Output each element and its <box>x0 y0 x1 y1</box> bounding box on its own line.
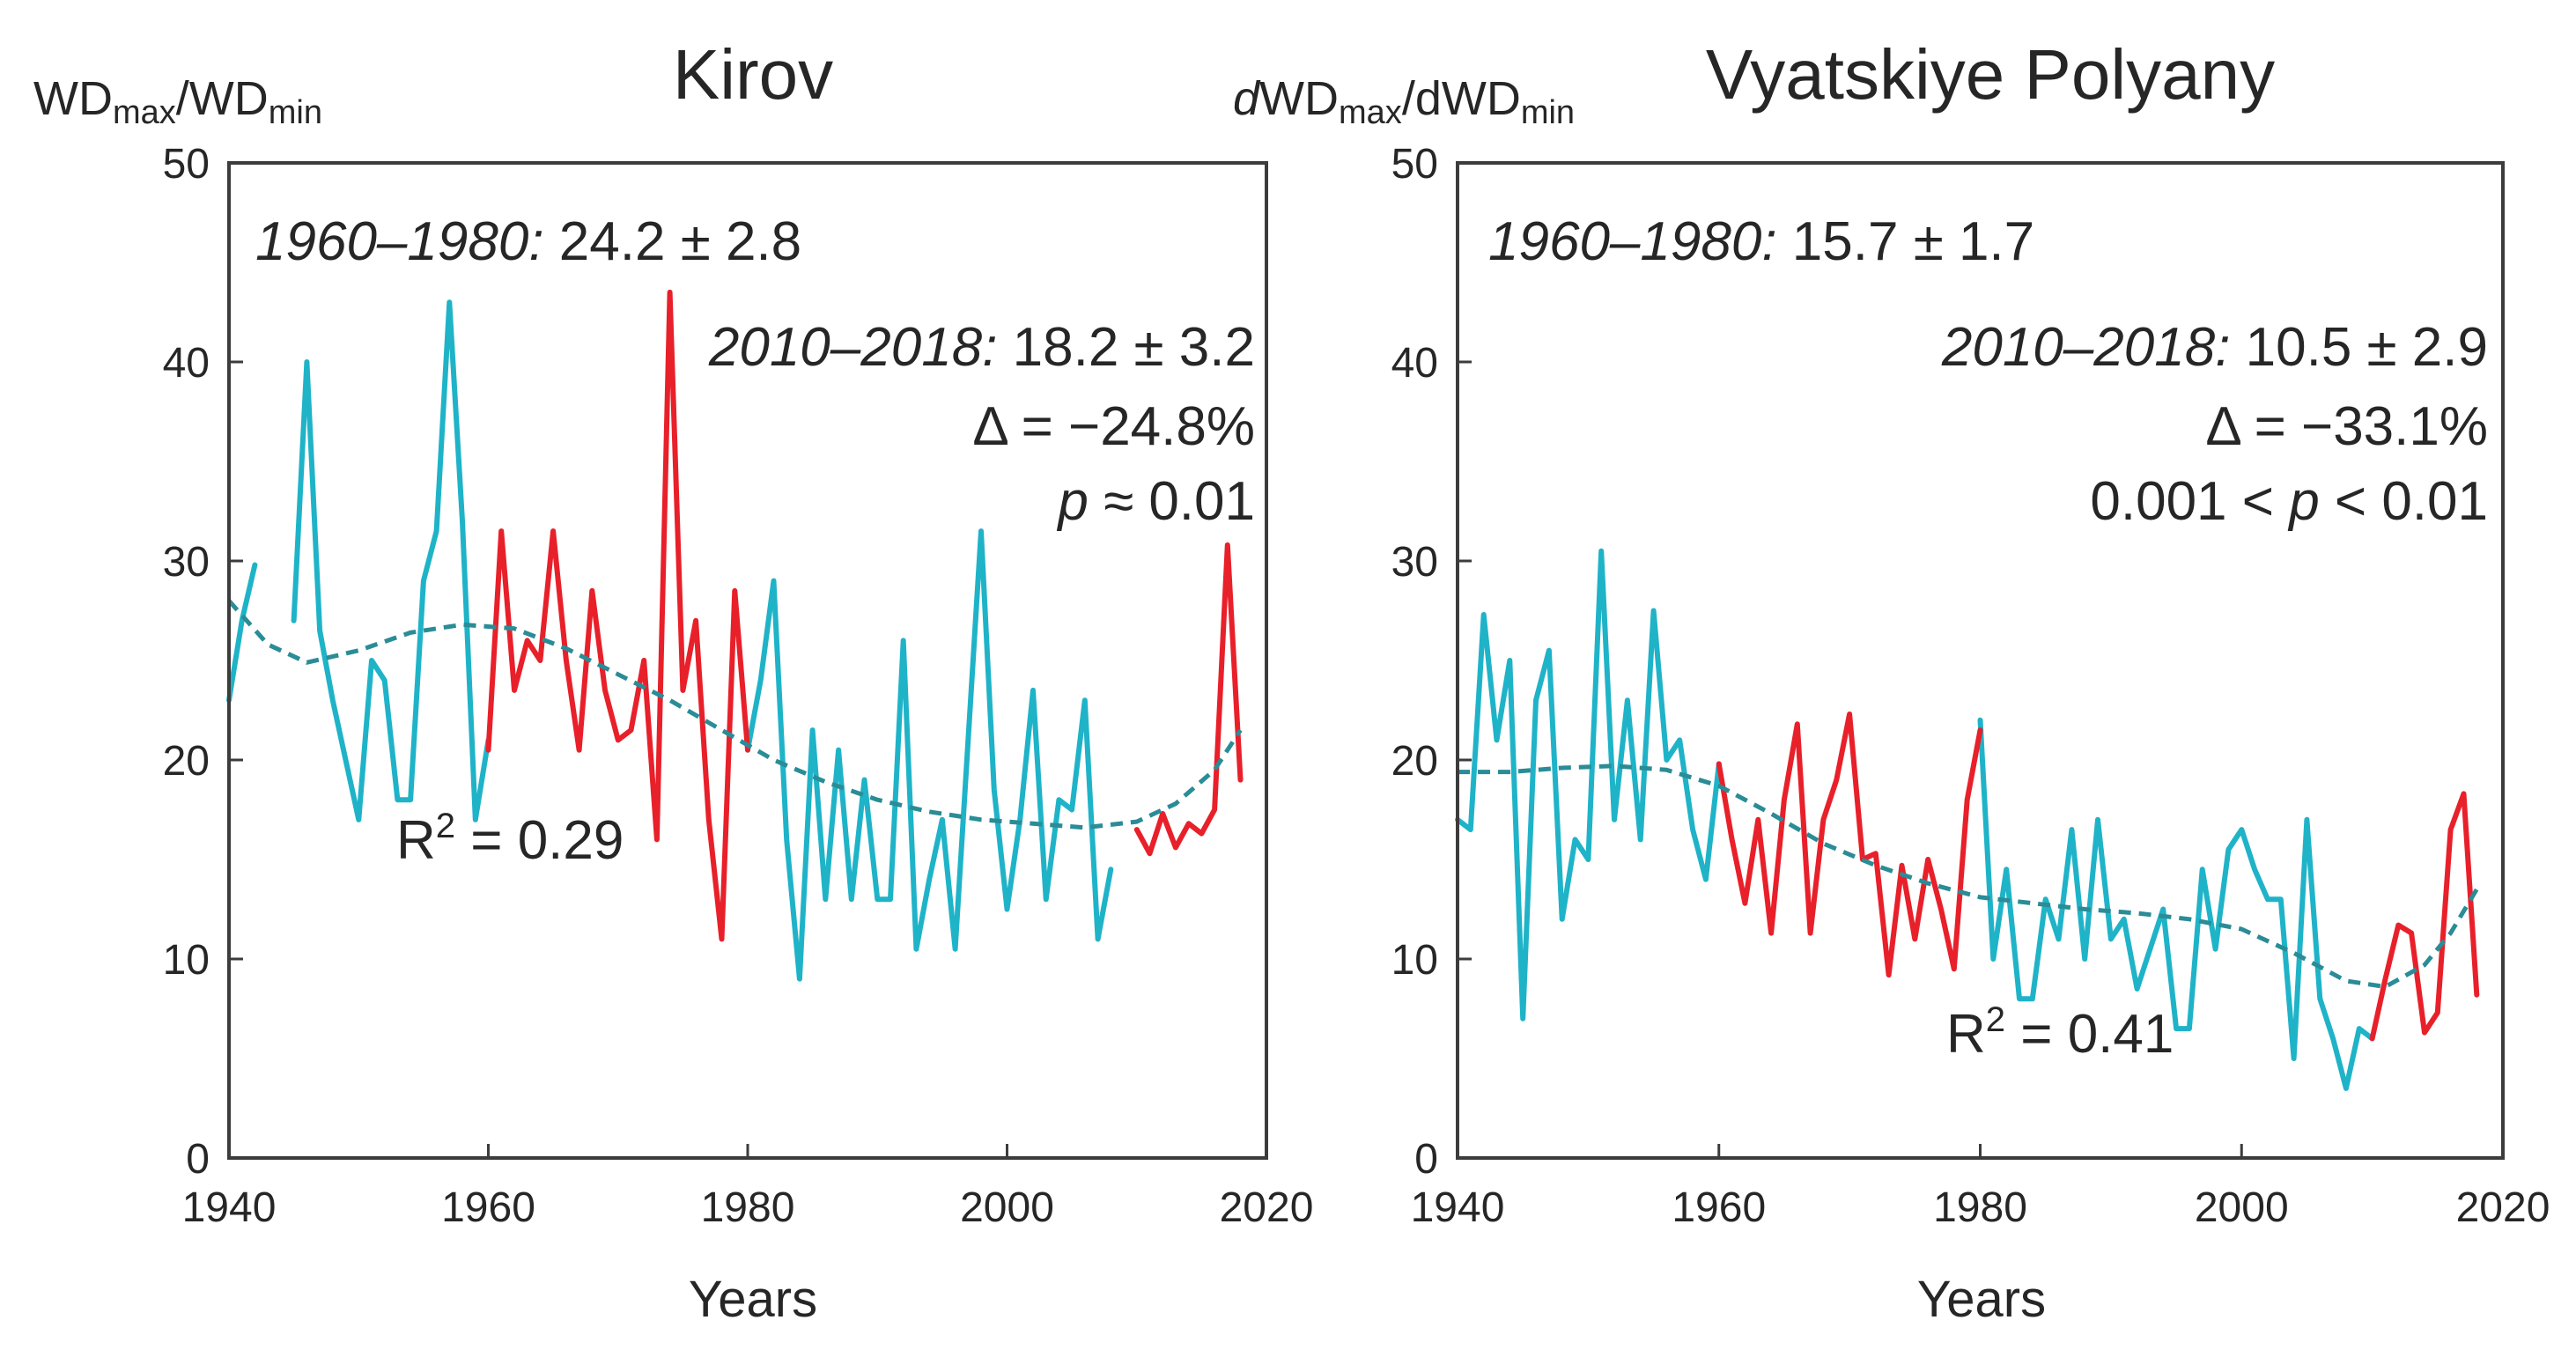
x-tick-label: 2020 <box>1220 1184 1314 1231</box>
y-tick-label: 30 <box>1391 539 1438 586</box>
p-value-annotation: p ≈ 0.01 <box>1056 471 1255 532</box>
x-tick-label: 1960 <box>441 1184 535 1231</box>
x-axis-label: Years <box>689 1271 817 1328</box>
period1-annotation: 1960–1980: 24.2 ± 2.8 <box>255 211 801 272</box>
delta-annotation: Δ = −33.1% <box>2205 396 2488 457</box>
series-red-line-0 <box>1716 712 1983 978</box>
x-tick-label: 2000 <box>960 1184 1054 1231</box>
y-axis-label: dWDmax/dWDmin <box>1233 72 1575 131</box>
period2-annotation: 2010–2018: 10.5 ± 2.9 <box>1941 317 2488 378</box>
y-tick-label: 20 <box>1391 738 1438 785</box>
y-tick-label: 0 <box>186 1136 210 1183</box>
x-tick-label: 2020 <box>2456 1184 2550 1231</box>
panel-kirov: 0 10 20 30 40 50 1940 1960 1980 2000 2020 Kirov WD… <box>33 35 1313 1328</box>
series-red-line-1 <box>1133 542 1244 857</box>
series-cyan-line-0 <box>226 562 258 704</box>
y-tick-label: 20 <box>163 738 210 785</box>
y-axis-label: WDmax/WDmin <box>33 72 322 131</box>
chart-title: Kirov <box>673 35 833 114</box>
plot-frame <box>227 161 1268 1160</box>
y-tick-label: 50 <box>1391 141 1438 188</box>
x-tick-label: 1940 <box>182 1184 277 1231</box>
delta-annotation: Δ = −24.8% <box>972 396 1255 457</box>
y-tick-label: 30 <box>163 539 210 586</box>
series-red-line-0 <box>485 289 750 942</box>
x-tick-label: 1960 <box>1672 1184 1766 1231</box>
series-cyan-line-1 <box>1977 717 2375 1091</box>
series-cyan-line-2 <box>745 528 1114 982</box>
x-tick-label: 1940 <box>1411 1184 1505 1231</box>
x-tick-label: 1980 <box>1933 1184 2027 1231</box>
y-tick-label: 10 <box>1391 937 1438 984</box>
y-tick-label: 40 <box>163 340 210 387</box>
y-tick-label: 0 <box>1414 1136 1438 1183</box>
y-tick-label: 50 <box>163 141 210 188</box>
x-axis-label: Years <box>1917 1271 2046 1328</box>
series-red-line-1 <box>2369 791 2480 1042</box>
period1-annotation: 1960–1980: 15.7 ± 1.7 <box>1488 211 2034 272</box>
r2-annotation: R2 = 0.29 <box>396 807 624 871</box>
x-tick-label: 2000 <box>2195 1184 2289 1231</box>
trend-line <box>1458 763 2479 990</box>
period2-annotation: 2010–2018: 18.2 ± 3.2 <box>708 317 1255 378</box>
y-tick-label: 40 <box>1391 340 1438 387</box>
y-tick-label: 10 <box>163 937 210 984</box>
panel-vyatskiye-polyany: 0 10 20 30 40 50 1940 1960 1980 2000 2020 Vyatskiy… <box>1233 35 2550 1328</box>
series-cyan-line-1 <box>291 299 491 822</box>
series-cyan-line-0 <box>1455 548 1722 1021</box>
trend-line <box>227 599 1243 830</box>
r2-annotation: R2 = 0.41 <box>1946 1000 2174 1065</box>
chart-title: Vyatskiye Polyany <box>1706 35 2275 114</box>
p-value-annotation: 0.001 < p < 0.01 <box>2090 471 2488 532</box>
x-tick-label: 1980 <box>701 1184 795 1231</box>
